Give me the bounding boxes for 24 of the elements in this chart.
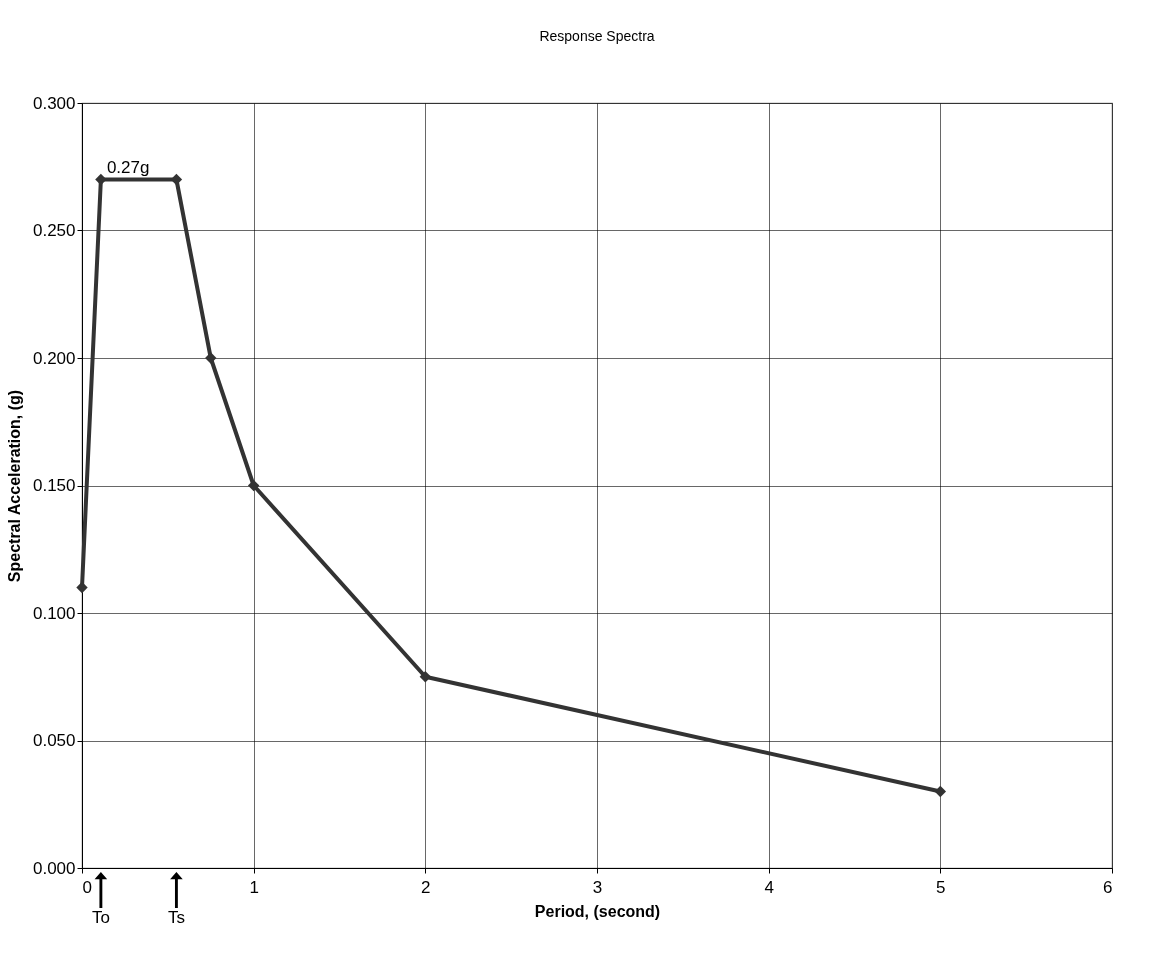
y-tick-label: 0.200 xyxy=(32,348,76,368)
x-tick-label: 3 xyxy=(592,877,603,897)
y-tick-label: 0.300 xyxy=(32,93,76,113)
point xyxy=(934,785,947,798)
y-tick-label: 0.100 xyxy=(32,603,76,623)
chart-title: Response Spectra xyxy=(539,28,655,44)
text: Ts xyxy=(167,908,185,927)
x-tick-label: 6 xyxy=(1103,877,1113,897)
y-tick-label: 0.150 xyxy=(32,476,76,495)
x-tick-label: 4 xyxy=(764,877,774,897)
x-tick-label: 5 xyxy=(936,877,946,897)
annotation: 0.27g xyxy=(106,157,150,177)
point xyxy=(247,479,260,492)
x-tick-label: 0 xyxy=(82,877,92,897)
x-tick-label: 1 xyxy=(249,877,259,897)
point xyxy=(419,671,432,683)
point xyxy=(205,352,217,364)
y-tick-label: 0.250 xyxy=(32,221,76,240)
text: To xyxy=(91,908,110,927)
y-tick-label: 0.050 xyxy=(32,731,76,750)
y-axis-title: Spectral Acceleration, (g) xyxy=(5,389,23,583)
x-tick-label: 2 xyxy=(421,877,431,897)
y-tick-label: 0.000 xyxy=(32,858,76,878)
x-axis-title: Period, (second) xyxy=(534,902,661,920)
